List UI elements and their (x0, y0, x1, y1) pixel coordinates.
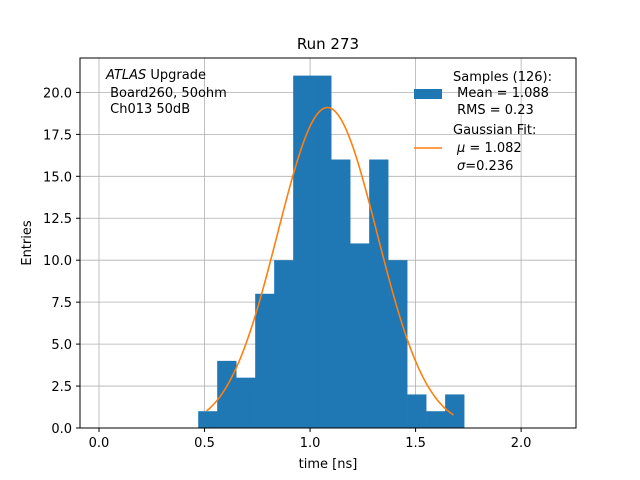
y-tick-label: 17.5 (43, 128, 72, 143)
histogram-bar (236, 377, 256, 428)
histogram-bar (350, 243, 370, 428)
histogram-bar (331, 159, 351, 428)
legend-fit-mu: μ = 1.082 (456, 141, 522, 156)
annotation-line-1: ATLAS Upgrade (105, 68, 206, 83)
histogram-bar (198, 411, 218, 428)
y-tick-label: 0.0 (51, 422, 72, 437)
x-axis-label: time [ns] (299, 457, 358, 472)
annotation-atlas: ATLAS (105, 68, 146, 83)
y-tick-label: 15.0 (43, 170, 72, 185)
x-tick-label: 0.5 (194, 436, 215, 451)
y-tick-label: 10.0 (43, 254, 72, 269)
x-tick-label: 1.5 (405, 436, 426, 451)
legend-fit-title: Gaussian Fit: (453, 123, 536, 138)
histogram-bar (445, 394, 465, 428)
legend-fit-sigma: σ=0.236 (457, 159, 513, 174)
y-tick-label: 7.5 (51, 296, 72, 311)
annotation-line-3: Ch013 50dB (106, 102, 190, 117)
y-tick-label: 2.5 (51, 380, 72, 395)
histogram-bar (388, 260, 408, 428)
experiment-annotation: ATLAS Upgrade Board260, 50ohm Ch013 50dB (105, 68, 227, 117)
histogram-bar (426, 411, 446, 428)
legend-mu-value: = 1.082 (465, 141, 521, 156)
y-tick-label: 12.5 (43, 212, 72, 227)
gaussian-fit-curve (206, 106, 455, 416)
x-tick-label: 1.0 (300, 436, 321, 451)
histogram-bars (198, 75, 465, 428)
histogram-bar (217, 360, 237, 428)
histogram-bar (255, 293, 275, 428)
legend: Samples (126): Mean = 1.088 RMS = 0.23 G… (414, 70, 552, 174)
plot-frame (79, 57, 577, 429)
legend-samples-swatch (414, 89, 442, 99)
y-tick-label: 5.0 (51, 338, 72, 353)
chart-title: Run 273 (297, 35, 359, 53)
histogram-bar (407, 394, 427, 428)
y-axis-ticks: 0.0 2.5 5.0 7.5 10.0 12.5 15.0 17.5 20.0 (43, 86, 80, 437)
annotation-upgrade: Upgrade (146, 68, 206, 83)
histogram-bar (369, 159, 389, 428)
legend-sigma-value: =0.236 (465, 159, 513, 174)
histogram-bar (293, 75, 313, 428)
annotation-line-2: Board260, 50ohm (106, 86, 227, 101)
fit-line (206, 106, 455, 416)
x-axis-ticks: 0.0 0.5 1.0 1.5 2.0 (89, 428, 532, 451)
y-tick-label: 20.0 (43, 86, 72, 101)
legend-samples-rms: RMS = 0.23 (453, 103, 534, 118)
legend-mu-symbol: μ (456, 141, 465, 156)
legend-sigma-symbol: σ (457, 159, 466, 174)
y-axis-label: Entries (20, 220, 35, 266)
histogram-bar (312, 75, 332, 428)
x-tick-label: 2.0 (511, 436, 532, 451)
x-tick-label: 0.0 (89, 436, 110, 451)
legend-samples-mean: Mean = 1.088 (453, 86, 549, 101)
legend-samples-title: Samples (126): (453, 70, 552, 85)
histogram-bar (274, 260, 294, 428)
